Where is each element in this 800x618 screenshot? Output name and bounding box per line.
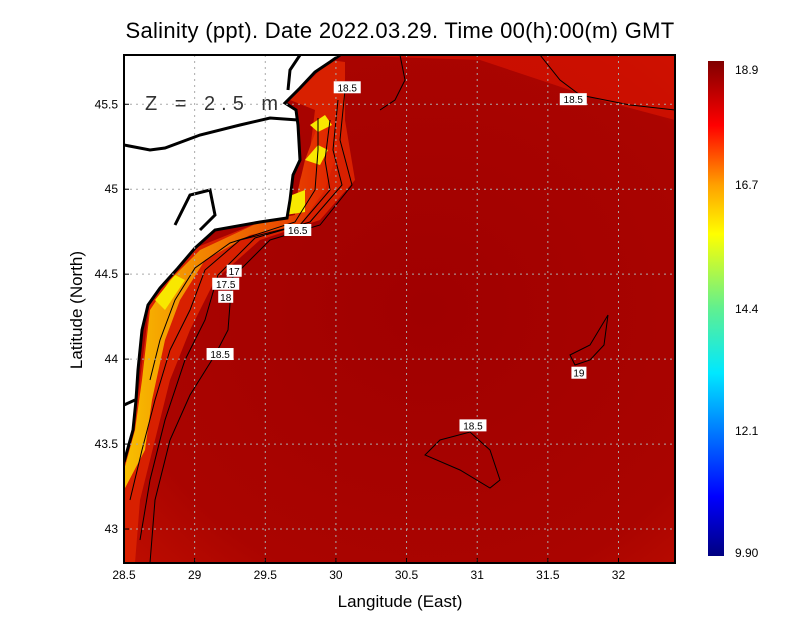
colorbar-label: 12.1	[735, 424, 759, 438]
contour-labels: 18.5 18.5 16.5 17 17.5 18 18.5 19 18.5	[206, 81, 587, 432]
coastline	[124, 55, 341, 463]
low-salinity-patches	[155, 115, 332, 310]
colorbar-label: 18.9	[735, 63, 759, 77]
y-tick-label: 43	[105, 522, 119, 536]
contour-label-bg	[226, 264, 242, 277]
x-tick-label: 31.5	[536, 568, 560, 582]
contour-label: 18	[220, 293, 232, 304]
contour-label: 16.5	[288, 226, 308, 237]
north-plume	[330, 55, 675, 120]
borders-and-lakes	[124, 55, 302, 407]
contour-label: 18.5	[337, 83, 357, 94]
y-tick-label: 45	[105, 182, 119, 196]
contour-label-bg	[559, 93, 587, 106]
x-tick-label: 29	[188, 568, 202, 582]
plot-frame	[123, 54, 676, 564]
y-tick-label: 45.5	[95, 97, 119, 111]
contour-label: 19	[573, 369, 585, 380]
contour-label-bg	[218, 290, 234, 303]
contour-label: 17.5	[216, 280, 236, 291]
contour-lines	[129, 55, 675, 563]
x-axis-label: Langitude (East)	[338, 592, 463, 611]
contour-label-bg	[284, 223, 312, 236]
colorbar	[708, 61, 724, 556]
x-tick-label: 29.5	[254, 568, 278, 582]
contour-label-bg	[212, 277, 240, 290]
y-tick-label: 43.5	[95, 437, 119, 451]
contour-label: 18.5	[210, 350, 230, 361]
x-tick-label: 31	[471, 568, 485, 582]
colorbar-labels: 18.9 16.7 14.4 12.1 9.90	[735, 63, 759, 560]
x-tick-label: 30	[329, 568, 343, 582]
x-tick-label: 28.5	[112, 568, 136, 582]
axis-ticks: 28.5 29 29.5 30 30.5 31 31.5 32 43 43.5 44 44.5 45 45…	[95, 97, 626, 582]
contour-label-bg	[206, 348, 234, 361]
depth-label: Z = 2.5 m	[145, 93, 284, 115]
y-axis-label: Latitude (North)	[67, 251, 86, 369]
colorbar-label: 16.7	[735, 178, 759, 192]
figure-title: Salinity (ppt). Date 2022.03.29. Time 00…	[125, 18, 675, 43]
x-tick-label: 32	[612, 568, 626, 582]
colorbar-label: 9.90	[735, 546, 759, 560]
y-tick-label: 44	[105, 352, 119, 366]
contour-label: 18.5	[564, 95, 584, 106]
land	[124, 55, 340, 462]
contour-label: 17	[229, 267, 241, 278]
x-tick-label: 30.5	[395, 568, 419, 582]
contour-label: 18.5	[463, 421, 483, 432]
contour-label-bg	[571, 366, 587, 379]
contour-label-bg	[459, 419, 487, 432]
y-tick-label: 44.5	[95, 267, 119, 281]
colorbar-label: 14.4	[735, 302, 759, 316]
contour-label-bg	[333, 81, 361, 94]
